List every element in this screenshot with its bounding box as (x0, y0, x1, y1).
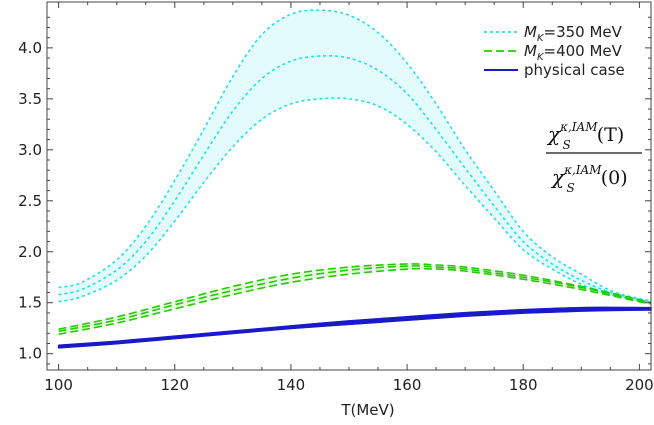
x-tick-label: 160 (393, 376, 422, 394)
denominator-argument: (0) (601, 167, 628, 189)
y-tick-label: 1.0 (18, 345, 42, 363)
denominator-subscript: S (567, 181, 575, 195)
y-tick-label: 4.0 (18, 39, 42, 57)
denominator: χκ,IAM S (0) (550, 163, 628, 195)
y-tick-label: 3.0 (18, 141, 42, 159)
x-axis-ticks: 100 120 140 160 180 200 (44, 2, 654, 394)
denominator-superscript: κ,IAM (563, 163, 602, 177)
y-tick-label: 3.5 (18, 90, 42, 108)
x-axis-label: T(MeV) (340, 401, 394, 419)
series-line-m-k-350-mev-upper (58, 9, 652, 302)
series-line-physical-case-lower (58, 308, 652, 349)
chart-lines (58, 9, 652, 349)
denominator-chi: χ (550, 165, 566, 189)
legend-label: physical case (524, 61, 625, 79)
legend-label: MK=350 MeV (524, 23, 623, 44)
y-axis-ticks: 1.0 1.5 2.0 2.5 3.0 3.5 4.0 (18, 16, 651, 365)
series-line-m-k-350-mev-middle (58, 54, 652, 303)
numerator-superscript: κ,IAM (559, 120, 598, 134)
series-line-m-k-400-mev-upper (58, 263, 652, 331)
numerator-argument: (T) (597, 124, 625, 146)
series-line-physical-case-upper (58, 306, 651, 347)
band-m-k-350-mev (58, 10, 652, 303)
ratio-annotation: χκ,IAM S (T) χκ,IAM S (0) (546, 120, 642, 195)
x-tick-label: 140 (277, 376, 306, 394)
numerator: χκ,IAM S (T) (546, 120, 624, 152)
series-line-m-k-400-mev-middle (58, 265, 652, 333)
numerator-subscript: S (563, 138, 571, 152)
x-tick-label: 120 (160, 376, 189, 394)
y-tick-label: 2.0 (18, 243, 42, 261)
numerator-chi: χ (546, 122, 562, 146)
x-tick-label: 100 (44, 376, 73, 394)
x-tick-label: 200 (625, 376, 654, 394)
y-tick-label: 2.5 (18, 192, 42, 210)
x-tick-label: 180 (509, 376, 538, 394)
series-line-m-k-350-mev-lower (58, 97, 652, 304)
y-tick-label: 1.5 (18, 294, 42, 312)
legend-label: MK=400 MeV (524, 42, 623, 63)
series-line-m-k-400-mev-lower (58, 267, 652, 336)
